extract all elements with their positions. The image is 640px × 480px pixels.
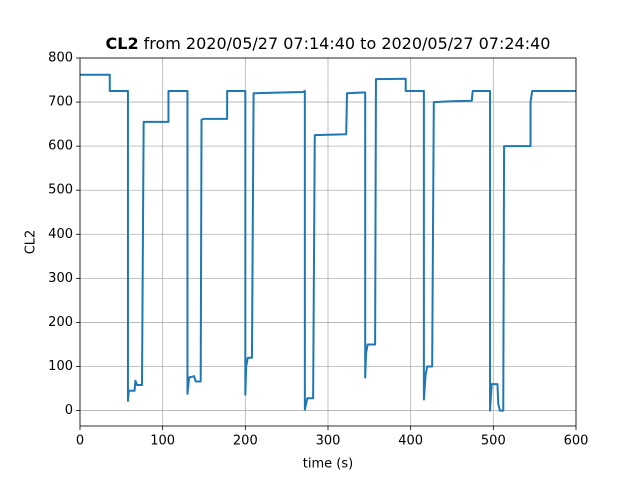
x-tick-label: 500 <box>481 434 506 449</box>
x-tick-label: 100 <box>150 434 175 449</box>
y-axis-label: CL2 <box>24 230 39 255</box>
x-tick-label: 0 <box>76 434 84 449</box>
data-line <box>80 73 576 412</box>
y-tick-label: 100 <box>48 359 73 374</box>
y-tick-label: 400 <box>48 227 73 242</box>
x-tick-label: 200 <box>233 434 258 449</box>
x-tick-label: 600 <box>564 434 589 449</box>
x-tick-label: 400 <box>398 434 423 449</box>
plot-frame <box>79 57 577 427</box>
title-bold: CL2 <box>106 34 139 53</box>
y-tick-label: 200 <box>48 315 73 330</box>
x-axis-label: time (s) <box>303 457 353 472</box>
y-tick-label: 300 <box>48 271 73 286</box>
y-tick-label: 600 <box>48 139 73 154</box>
y-tick-label: 500 <box>48 183 73 198</box>
y-tick-label: 700 <box>48 95 73 110</box>
y-tick-label: 800 <box>48 51 73 66</box>
x-tick-label: 300 <box>316 434 341 449</box>
y-tick-label: 0 <box>65 403 73 418</box>
chart-title: CL2 from 2020/05/27 07:14:40 to 2020/05/2… <box>106 34 551 53</box>
title-rest: from 2020/05/27 07:14:40 to 2020/05/27 0… <box>144 34 551 53</box>
